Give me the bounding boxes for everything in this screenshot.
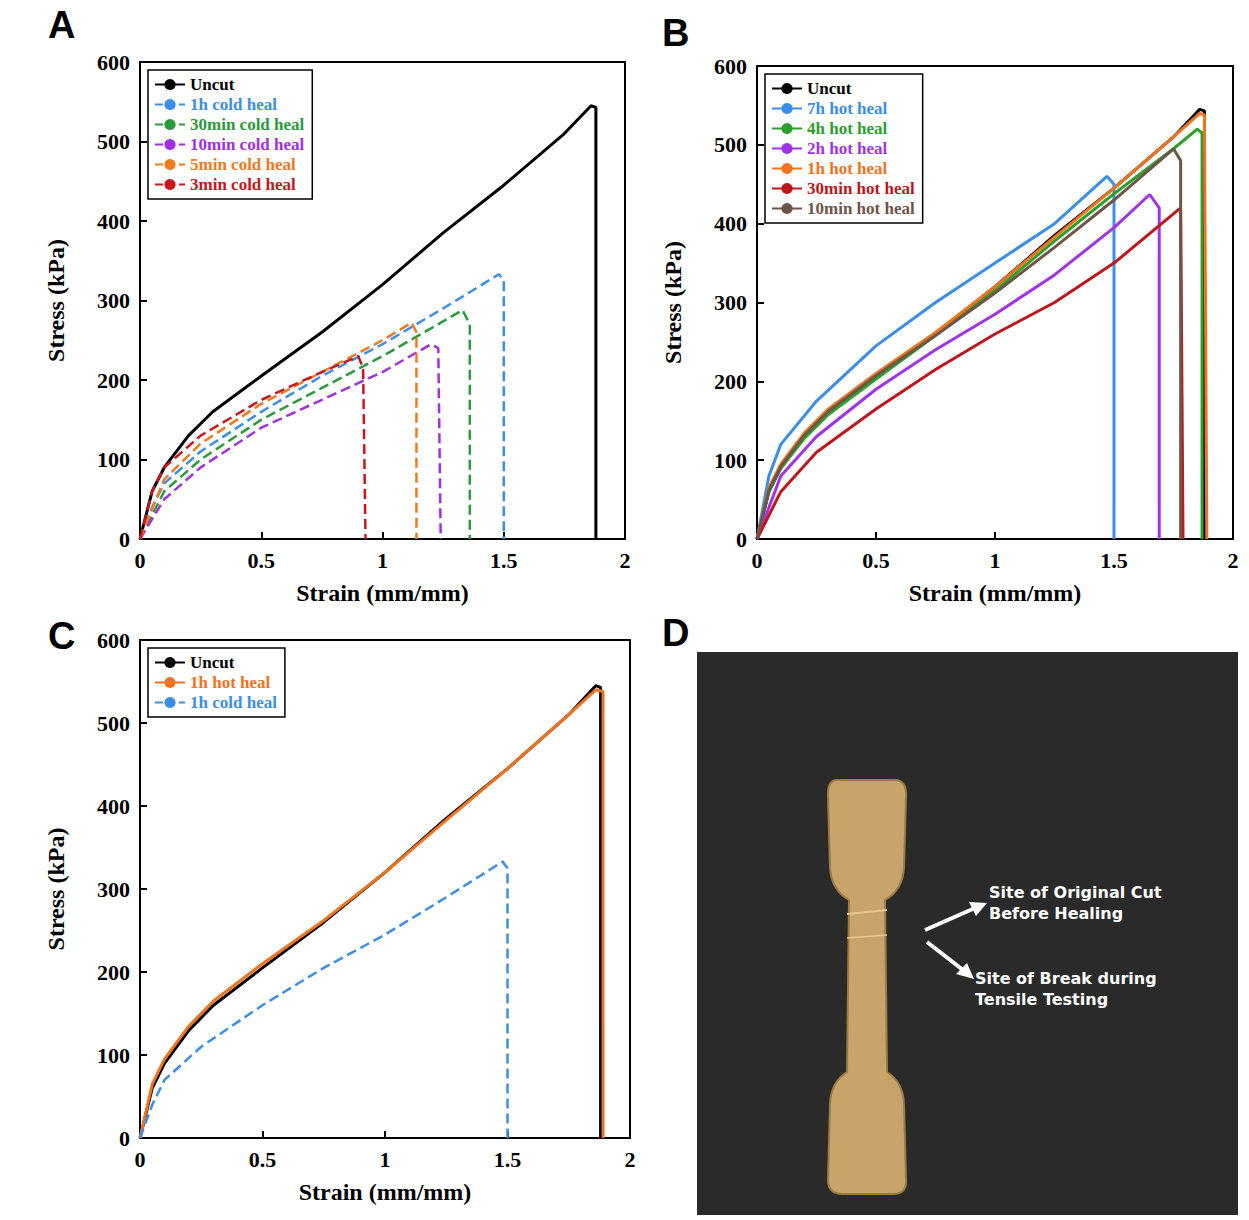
svg-text:1h hot heal: 1h hot heal xyxy=(190,673,271,692)
svg-text:Stress (kPa): Stress (kPa) xyxy=(43,239,69,362)
svg-text:0.5: 0.5 xyxy=(862,548,890,573)
svg-text:1h cold heal: 1h cold heal xyxy=(190,693,277,712)
svg-text:100: 100 xyxy=(714,448,747,473)
svg-text:0: 0 xyxy=(119,1126,130,1151)
svg-text:0.5: 0.5 xyxy=(248,548,276,573)
svg-text:300: 300 xyxy=(714,290,747,315)
svg-text:500: 500 xyxy=(97,711,130,736)
svg-text:30min hot heal: 30min hot heal xyxy=(807,179,915,198)
svg-text:500: 500 xyxy=(97,129,130,154)
svg-text:4h hot heal: 4h hot heal xyxy=(807,119,888,138)
svg-text:0.5: 0.5 xyxy=(249,1147,277,1172)
svg-text:1.5: 1.5 xyxy=(494,1147,522,1172)
html-text:A: A xyxy=(48,4,76,46)
svg-text:0: 0 xyxy=(135,1147,146,1172)
svg-text:600: 600 xyxy=(97,50,130,75)
svg-text:2h hot heal: 2h hot heal xyxy=(807,139,888,158)
svg-text:1.5: 1.5 xyxy=(490,548,518,573)
svg-text:Stress (kPa): Stress (kPa) xyxy=(43,828,69,951)
svg-text:Strain (mm/mm): Strain (mm/mm) xyxy=(299,1179,472,1205)
svg-text:400: 400 xyxy=(714,211,747,236)
svg-text:1h hot heal: 1h hot heal xyxy=(807,159,888,178)
svg-text:300: 300 xyxy=(97,288,130,313)
svg-text:10min hot heal: 10min hot heal xyxy=(807,199,915,218)
svg-text:1.5: 1.5 xyxy=(1100,548,1128,573)
svg-text:0: 0 xyxy=(736,527,747,552)
svg-text:100: 100 xyxy=(97,1043,130,1068)
svg-text:5min cold heal: 5min cold heal xyxy=(190,155,296,174)
svg-text:0: 0 xyxy=(119,527,130,552)
svg-text:Strain (mm/mm): Strain (mm/mm) xyxy=(296,580,469,606)
svg-text:200: 200 xyxy=(97,960,130,985)
svg-text:0: 0 xyxy=(752,548,763,573)
svg-text:10min cold heal: 10min cold heal xyxy=(190,135,305,154)
svg-text:30min cold heal: 30min cold heal xyxy=(190,115,305,134)
svg-text:0: 0 xyxy=(135,548,146,573)
svg-text:200: 200 xyxy=(714,369,747,394)
svg-text:500: 500 xyxy=(714,132,747,157)
svg-text:400: 400 xyxy=(97,794,130,819)
svg-text:2: 2 xyxy=(625,1147,636,1172)
html-text:B: B xyxy=(662,12,690,54)
svg-text:300: 300 xyxy=(97,877,130,902)
svg-text:600: 600 xyxy=(714,54,747,79)
html-text:C: C xyxy=(48,615,76,657)
svg-text:7h hot heal: 7h hot heal xyxy=(807,99,888,118)
svg-text:600: 600 xyxy=(97,628,130,653)
svg-text:Strain (mm/mm): Strain (mm/mm) xyxy=(909,580,1082,606)
svg-text:Uncut: Uncut xyxy=(807,79,852,98)
svg-text:1: 1 xyxy=(380,1147,391,1172)
html-text:Site of Original Cut Before He: Site of Original Cut Before Healing xyxy=(989,883,1162,923)
svg-text:Uncut: Uncut xyxy=(190,75,235,94)
svg-text:100: 100 xyxy=(97,447,130,472)
svg-text:200: 200 xyxy=(97,368,130,393)
svg-text:2: 2 xyxy=(1228,548,1239,573)
html-text:Site of Break during Tensile T: Site of Break during Tensile Testing xyxy=(975,969,1157,1009)
svg-text:1h cold heal: 1h cold heal xyxy=(190,95,277,114)
svg-text:3min cold heal: 3min cold heal xyxy=(190,175,296,194)
svg-text:1: 1 xyxy=(990,548,1001,573)
svg-text:2: 2 xyxy=(620,548,631,573)
html-text:D: D xyxy=(662,612,690,654)
svg-text:Stress (kPa): Stress (kPa) xyxy=(660,241,686,364)
svg-text:1: 1 xyxy=(377,548,388,573)
svg-text:Uncut: Uncut xyxy=(190,653,235,672)
svg-text:400: 400 xyxy=(97,209,130,234)
